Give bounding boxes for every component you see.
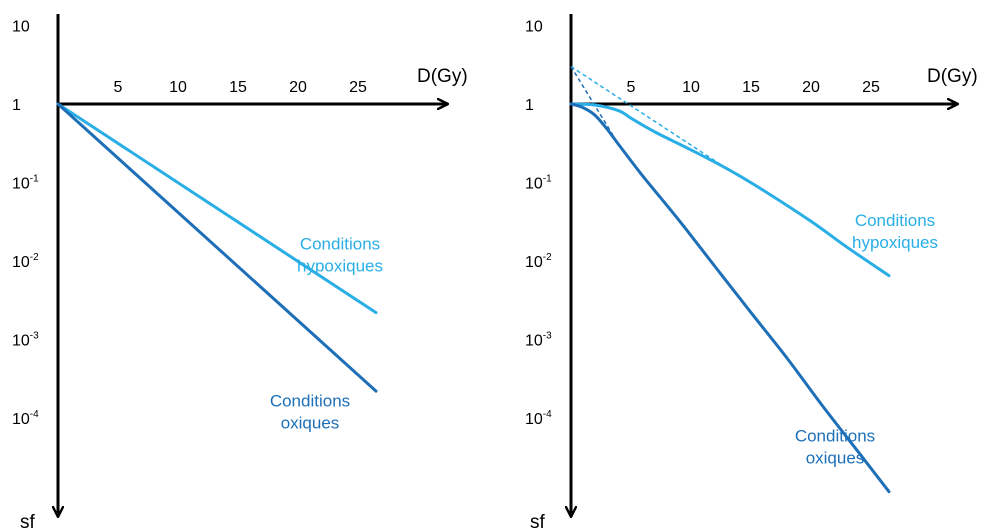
series-line [569, 102, 891, 494]
x-axis-title: D(Gy) [927, 66, 978, 87]
x-tick-label: 20 [802, 79, 820, 96]
y-tick-label: 10-3 [525, 331, 552, 350]
y-tick-label: 1 [12, 97, 21, 114]
x-tick-label: 15 [229, 79, 247, 96]
series-line [56, 102, 378, 393]
x-tick-label: 10 [682, 79, 700, 96]
y-tick-label: 10-4 [12, 409, 39, 428]
series-label: Conditions hypoxiques [297, 235, 383, 276]
series-label: Conditions hypoxiques [852, 211, 938, 252]
y-tick-label: 10-4 [525, 409, 552, 428]
series-label: Conditions oxiques [795, 427, 875, 468]
y-tick-label: 10-1 [12, 174, 39, 193]
y-tick-label: 10-1 [525, 174, 552, 193]
x-tick-label: 15 [742, 79, 760, 96]
y-tick-label: 10 [525, 19, 543, 36]
x-tick-label: 5 [114, 79, 123, 96]
x-tick-label: 5 [627, 79, 636, 96]
x-tick-label: 10 [169, 79, 187, 96]
series-label: Conditions oxiques [270, 392, 350, 433]
x-tick-label: 25 [862, 79, 880, 96]
extrapolation-line [570, 66, 620, 146]
y-tick-label: 10-3 [12, 331, 39, 350]
y-axis-title: sf [20, 512, 36, 531]
x-tick-label: 20 [289, 79, 307, 96]
panel-right-chart: 5 10 15 20 25 D(Gy) 10 1 10-1 10-2 10-3 10-4 sf Condi… [525, 14, 978, 531]
series-line [569, 102, 891, 278]
y-tick-label: 10-2 [12, 252, 39, 271]
extrapolation-line [570, 65, 728, 170]
y-tick-label: 1 [525, 97, 534, 114]
x-tick-label: 25 [349, 79, 367, 96]
x-axis-title: D(Gy) [417, 66, 468, 87]
y-tick-label: 10-2 [525, 252, 552, 271]
y-tick-label: 10 [12, 19, 30, 36]
y-axis-title: sf [530, 512, 546, 531]
panel-left-chart: 5 10 15 20 25 D(Gy) 10 1 10-1 10-2 10-3 10-4 sf Condi… [12, 14, 468, 531]
series-line [56, 102, 378, 315]
